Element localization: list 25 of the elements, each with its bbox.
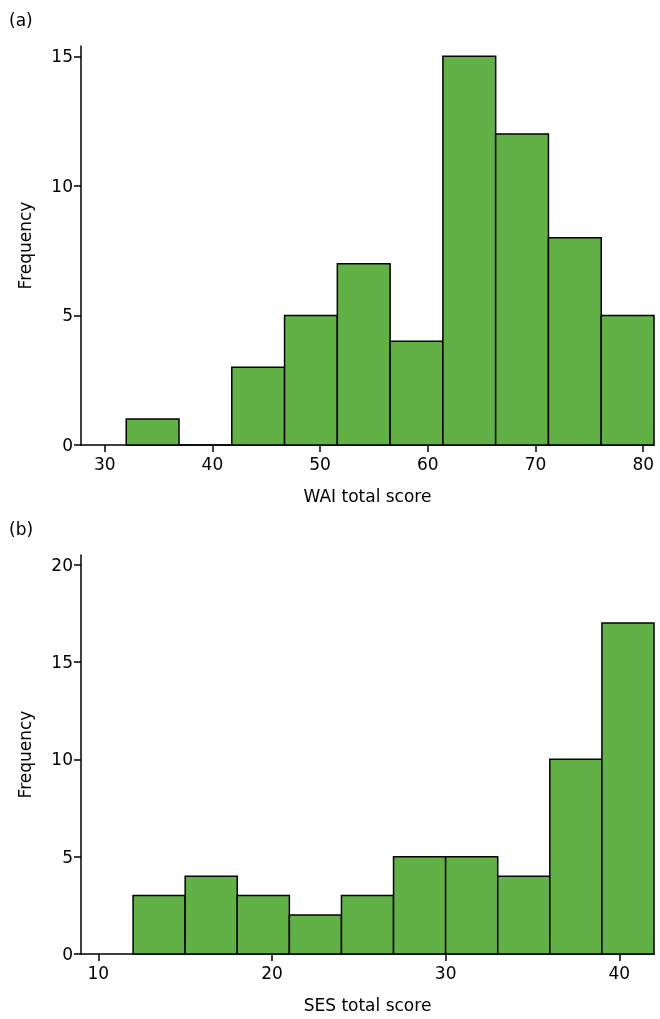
x-tick-label: 80 [632,453,655,474]
x-tick-label: 40 [201,453,224,474]
x-tick-label: 40 [608,962,631,983]
y-tick-label: 20 [51,554,73,575]
x-tick-label: 20 [261,962,283,983]
x-tick-label: 50 [309,453,331,474]
y-tick-label: 0 [62,435,73,455]
y-axis-title: Frequency [14,710,35,799]
y-tick-label: 5 [62,846,73,867]
y-tick-label: 5 [62,305,73,326]
chart-title: (b) [9,518,34,539]
x-tick-label: 30 [434,962,457,983]
y-tick-label: 10 [51,749,73,770]
x-tick-label: 10 [87,962,110,983]
y-tick-label: 15 [51,652,73,673]
x-tick-label: 60 [417,453,439,474]
x-tick-label: 30 [93,453,116,474]
y-tick-label: 15 [51,46,73,67]
x-axis-title: WAI total score [303,485,432,506]
x-axis-title: SES total score [303,994,432,1015]
y-axis-title: Frequency [14,201,35,290]
y-tick-label: 0 [62,944,73,964]
x-tick-label: 70 [524,453,547,474]
chart-title: (a) [9,9,33,30]
y-tick-label: 10 [51,175,73,196]
